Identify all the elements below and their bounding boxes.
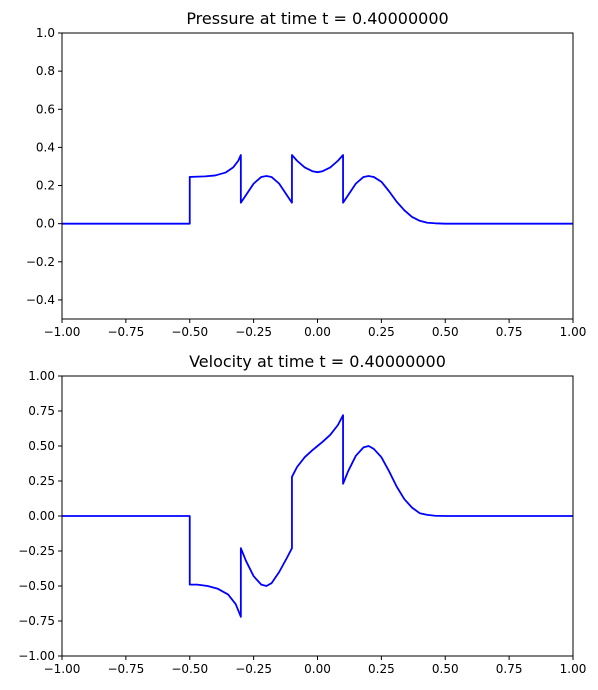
velocity-y-tick-label: −0.25	[18, 544, 55, 558]
velocity-x-tick-label: −0.25	[235, 662, 272, 676]
pressure-x-tick-label: 0.25	[368, 325, 395, 339]
pressure-axes-frame	[61, 32, 574, 320]
pressure-x-ticks: −1.00 −0.75 −0.50 −0.25 0.00 0.25 0.50 0.75 1.00	[44, 319, 587, 339]
velocity-x-tick-label: 1.00	[560, 662, 587, 676]
velocity-x-tick-label: 0.50	[432, 662, 459, 676]
pressure-y-tick-label: 1.0	[36, 26, 55, 40]
pressure-y-tick-label: 0.0	[36, 217, 55, 231]
velocity-y-ticks: −1.00 −0.75 −0.50 −0.25 0.00 0.25 0.50 0.75 1.00	[18, 369, 62, 663]
pressure-x-tick-label: −0.25	[235, 325, 272, 339]
velocity-x-tick-label: 0.25	[368, 662, 395, 676]
velocity-axes-frame	[61, 375, 574, 657]
velocity-y-tick-label: 0.50	[28, 439, 55, 453]
pressure-x-tick-label: −0.50	[171, 325, 208, 339]
pressure-y-ticks: −0.4 −0.2 0.0 0.2 0.4 0.6 0.8 1.0	[26, 26, 62, 307]
velocity-plot: Velocity at time t = 0.40000000 −1.00 −0.…	[18, 352, 586, 676]
pressure-x-tick-label: 0.00	[304, 325, 331, 339]
velocity-x-tick-label: 0.00	[304, 662, 331, 676]
pressure-lines	[62, 154, 573, 225]
velocity-x-tick-label: −0.75	[107, 662, 144, 676]
pressure-x-tick-label: −0.75	[107, 325, 144, 339]
velocity-y-tick-label: −0.50	[18, 579, 55, 593]
velocity-y-tick-label: 0.00	[28, 509, 55, 523]
pressure-series-line	[62, 154, 573, 225]
pressure-x-tick-label: 0.75	[496, 325, 523, 339]
velocity-series-line	[62, 414, 573, 618]
pressure-y-tick-label: 0.6	[36, 102, 55, 116]
velocity-y-tick-label: 1.00	[28, 369, 55, 383]
velocity-y-tick-label: −1.00	[18, 649, 55, 663]
pressure-x-tick-label: 1.00	[560, 325, 587, 339]
pressure-plot: Pressure at time t = 0.40000000 −0.4 −0.2…	[26, 9, 587, 339]
velocity-y-tick-label: −0.75	[18, 614, 55, 628]
pressure-y-tick-label: 0.4	[36, 140, 55, 154]
velocity-y-tick-label: 0.25	[28, 474, 55, 488]
velocity-x-tick-label: −1.00	[44, 662, 81, 676]
velocity-x-ticks: −1.00 −0.75 −0.50 −0.25 0.00 0.25 0.50 0.75 1.00	[44, 656, 587, 676]
pressure-y-tick-label: −0.2	[26, 255, 55, 269]
pressure-x-tick-label: 0.50	[432, 325, 459, 339]
pressure-plot-title: Pressure at time t = 0.40000000	[186, 9, 448, 28]
velocity-plot-title: Velocity at time t = 0.40000000	[189, 352, 446, 371]
pressure-y-tick-label: 0.2	[36, 179, 55, 193]
velocity-x-tick-label: 0.75	[496, 662, 523, 676]
velocity-x-tick-label: −0.50	[171, 662, 208, 676]
pressure-y-tick-label: −0.4	[26, 293, 55, 307]
pressure-y-tick-label: 0.8	[36, 64, 55, 78]
pressure-x-tick-label: −1.00	[44, 325, 81, 339]
velocity-lines	[62, 414, 573, 618]
velocity-y-tick-label: 0.75	[28, 404, 55, 418]
